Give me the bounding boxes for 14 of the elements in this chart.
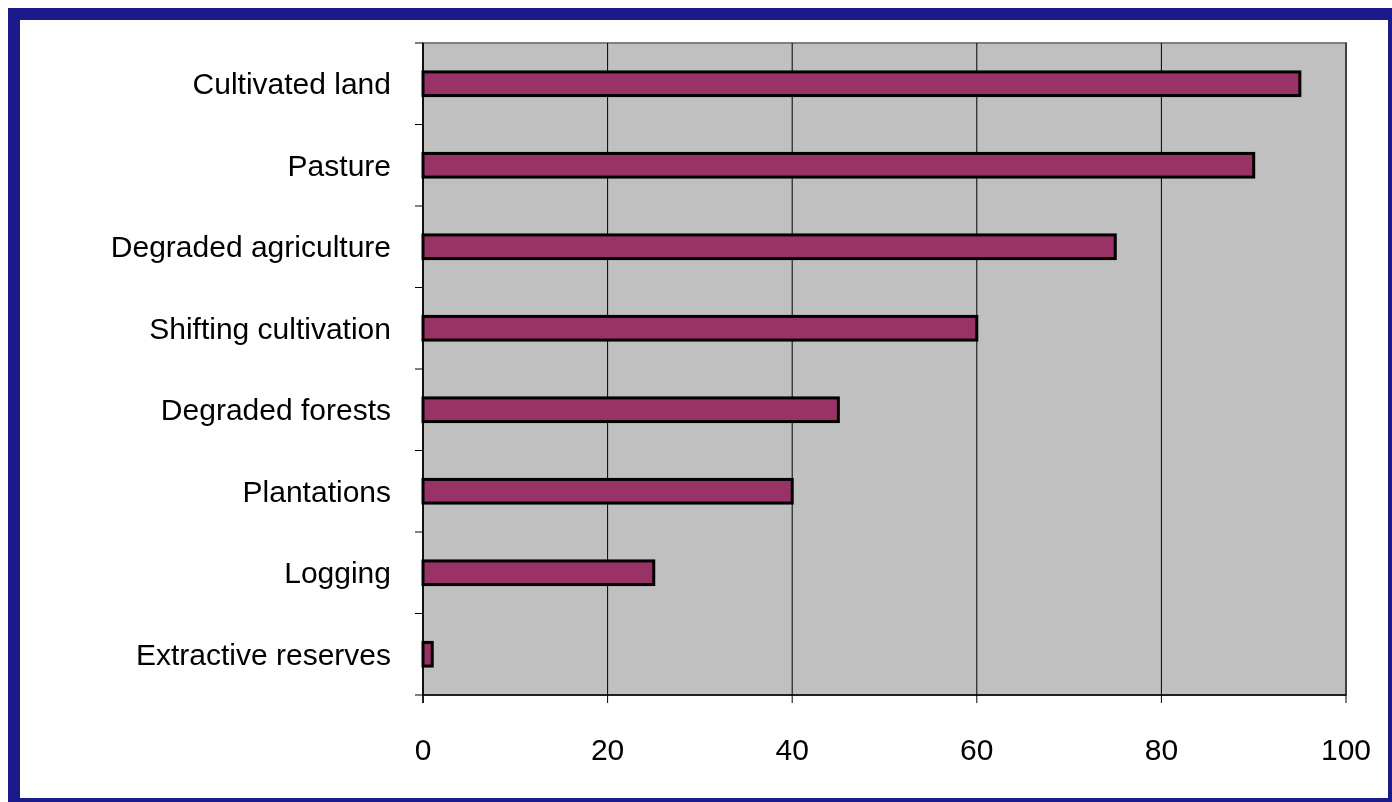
y-tick-label: Pasture xyxy=(287,148,391,182)
x-tick-label: 0 xyxy=(414,732,432,766)
y-tick-label: Plantations xyxy=(242,474,391,508)
y-tick-label: Degraded agriculture xyxy=(110,230,391,264)
y-tick-label: Extractive reserves xyxy=(135,637,391,671)
x-tick-label: 80 xyxy=(1144,732,1179,766)
x-tick-label: 40 xyxy=(775,732,809,766)
y-tick-label: Logging xyxy=(284,556,391,590)
y-tick-label: Cultivated land xyxy=(192,67,391,101)
y-tick-label: Degraded forests xyxy=(160,393,391,427)
x-tick-label: 60 xyxy=(960,732,994,766)
x-tick-label: 20 xyxy=(590,732,625,766)
x-tick-label: 100 xyxy=(1320,732,1372,766)
y-tick-label: Shifting cultivation xyxy=(149,311,391,345)
